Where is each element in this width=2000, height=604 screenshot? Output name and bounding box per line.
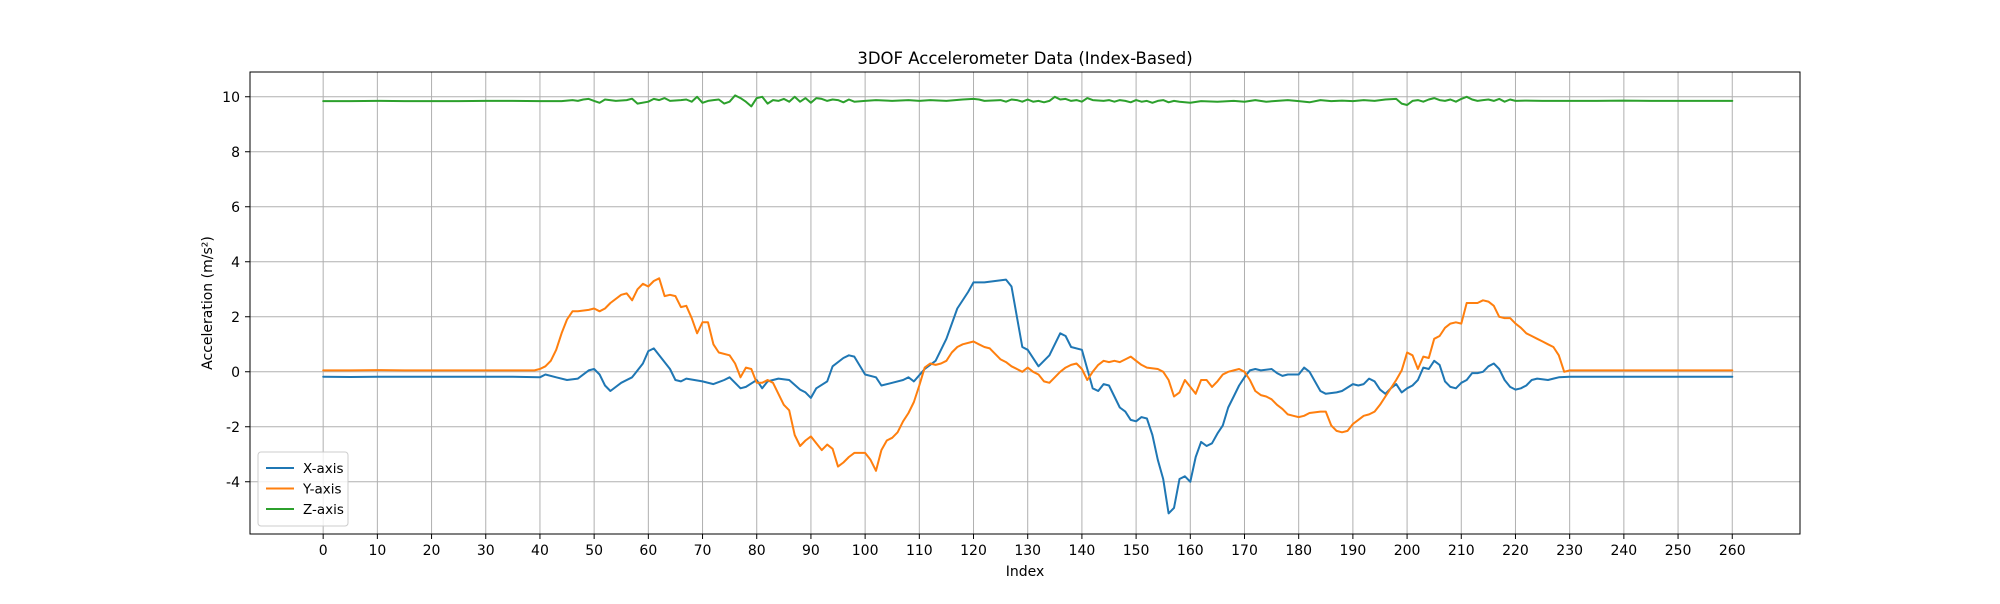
x-tick-label: 100: [852, 543, 879, 559]
grid-lines: [250, 72, 1800, 534]
x-tick-label: 80: [748, 543, 766, 559]
x-tick-label: 200: [1394, 543, 1421, 559]
x-tick-label: 30: [477, 543, 495, 559]
legend: X-axis Y-axis Z-axis: [257, 451, 349, 527]
legend-entry-label: Z-axis: [303, 502, 344, 518]
series-line-x-axis: [322, 278, 1734, 515]
series-lines: [322, 94, 1734, 515]
legend-entry-label: Y-axis: [302, 482, 342, 498]
chart-title: 3DOF Accelerometer Data (Index-Based): [857, 49, 1192, 68]
x-tick-label: 180: [1285, 543, 1312, 559]
x-tick-label: 170: [1231, 543, 1258, 559]
x-tick-label: 110: [906, 543, 933, 559]
legend-box: [257, 451, 349, 527]
y-axis-label: Acceleration (m/s²): [200, 236, 216, 370]
y-tick-label: 4: [231, 255, 240, 271]
y-tick-label: 6: [231, 200, 240, 216]
y-tick-label: -4: [226, 475, 240, 491]
x-tick-label: 70: [694, 543, 712, 559]
x-tick-label: 220: [1502, 543, 1529, 559]
x-tick-label: 250: [1665, 543, 1692, 559]
x-tick-label: 210: [1448, 543, 1475, 559]
series-line-z-axis: [322, 94, 1734, 108]
x-tick-label: 120: [960, 543, 987, 559]
plot-frame: [249, 71, 1801, 535]
x-tick-label: 50: [585, 543, 603, 559]
y-tick-label: 8: [231, 145, 240, 161]
x-tick-label: 40: [531, 543, 549, 559]
x-tick-label: 60: [639, 543, 657, 559]
series-line-y-axis: [322, 277, 1734, 472]
y-tick-label: 2: [231, 310, 240, 326]
x-tick-label: 240: [1610, 543, 1637, 559]
x-axis-label: Index: [1006, 564, 1045, 580]
x-tick-label: 0: [319, 543, 328, 559]
x-tick-label: 160: [1177, 543, 1204, 559]
y-tick-label: -2: [226, 420, 240, 436]
x-axis-ticks: 0 10 20 30 40 50 60 70 80 90 100 110 120 130 140 150 160…: [319, 534, 1746, 559]
x-tick-label: 20: [423, 543, 441, 559]
x-tick-label: 130: [1014, 543, 1041, 559]
y-tick-label: 10: [222, 90, 240, 106]
x-tick-label: 90: [802, 543, 820, 559]
y-axis-ticks: -4 -2 0 2 4 6 8 10: [222, 90, 250, 491]
x-tick-label: 260: [1719, 543, 1746, 559]
x-tick-label: 150: [1123, 543, 1150, 559]
legend-entry-label: X-axis: [303, 461, 344, 477]
x-tick-label: 190: [1340, 543, 1367, 559]
y-tick-label: 0: [231, 365, 240, 381]
x-tick-label: 10: [368, 543, 386, 559]
x-tick-label: 230: [1556, 543, 1583, 559]
x-tick-label: 140: [1069, 543, 1096, 559]
